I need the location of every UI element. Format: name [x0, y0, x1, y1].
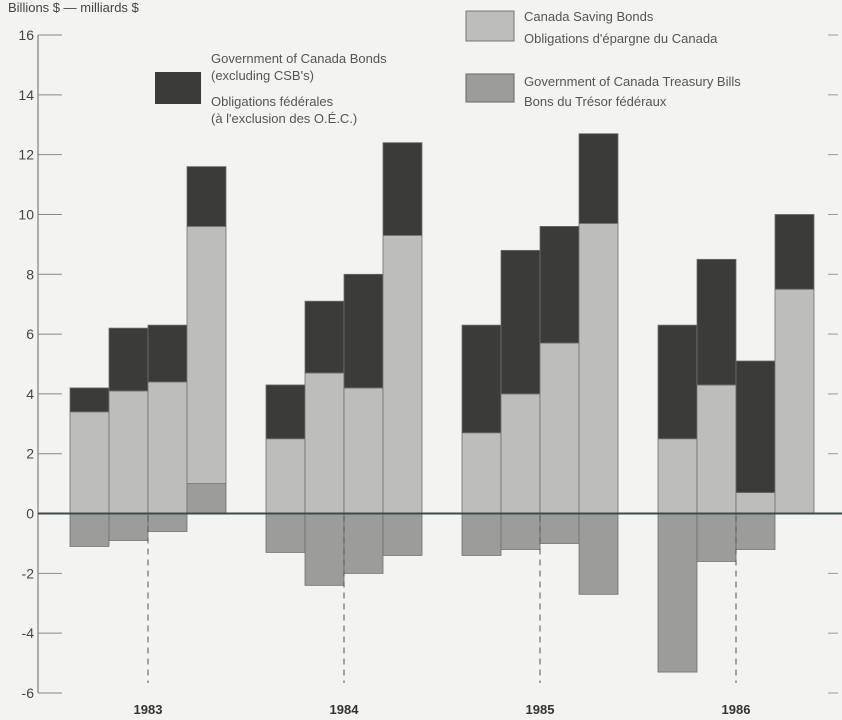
bar-treasury-bills — [343, 513, 384, 574]
legend-label-tb-fr: Bons du Trésor fédéraux — [524, 94, 667, 109]
bar-canada-saving-bonds — [343, 387, 384, 514]
bar-gc-bonds — [735, 360, 776, 494]
bar-gc-bonds — [108, 327, 149, 392]
bar-canada-saving-bonds — [578, 223, 619, 514]
bar-gc-bonds — [539, 226, 580, 344]
bar-treasury-bills — [69, 513, 110, 547]
bar-canada-saving-bonds — [69, 411, 110, 514]
bar-canada-saving-bonds — [461, 432, 502, 514]
bar-gc-bonds — [265, 384, 306, 440]
legend-label-gcb-fr1: Obligations fédérales — [211, 94, 334, 109]
bar-treasury-bills — [147, 513, 188, 532]
bar-gc-bonds — [774, 214, 815, 290]
bar-canada-saving-bonds — [147, 381, 188, 514]
y-tick-label: 8 — [26, 266, 34, 282]
y-tick-label: 0 — [26, 506, 34, 522]
bar-canada-saving-bonds — [265, 438, 306, 514]
bar-treasury-bills — [304, 513, 345, 586]
bar-treasury-bills — [657, 513, 698, 673]
bar-gc-bonds — [304, 300, 345, 374]
bar-canada-saving-bonds — [108, 390, 149, 514]
legend-swatch-gc-bonds — [155, 72, 201, 104]
legend-label-tb-en: Government of Canada Treasury Bills — [524, 74, 741, 89]
y-tick-label: 2 — [26, 446, 34, 462]
x-tick-label: 1984 — [330, 702, 360, 717]
bar-gc-bonds — [500, 249, 541, 395]
legend-label-gcb-fr2: (à l'exclusion des O.É.C.) — [211, 111, 357, 126]
bar-canada-saving-bonds — [500, 393, 541, 514]
bar-gc-bonds — [461, 324, 502, 434]
bar-gc-bonds — [578, 133, 619, 224]
bar-treasury-bills — [265, 513, 306, 553]
y-tick-label: 16 — [18, 27, 34, 43]
bar-treasury-bills — [500, 513, 541, 550]
bar-treasury-bills — [735, 513, 776, 550]
bar-treasury-bills — [186, 483, 227, 514]
legend-label-csb-en: Canada Saving Bonds — [524, 9, 654, 24]
y-tick-label: -6 — [22, 685, 35, 701]
y-tick-label: 4 — [26, 386, 34, 402]
bar-canada-saving-bonds — [657, 438, 698, 514]
bar-treasury-bills — [578, 513, 619, 595]
bar-canada-saving-bonds — [382, 234, 423, 514]
legend-label-gcb-en1: Government of Canada Bonds — [211, 51, 387, 66]
legend-swatch-csb — [465, 10, 515, 42]
bar-canada-saving-bonds — [735, 492, 776, 514]
bar-gc-bonds — [343, 273, 384, 389]
bar-canada-saving-bonds — [186, 226, 227, 485]
y-tick-label: 14 — [18, 87, 34, 103]
legend-label-gcb-en2: (excluding CSB's) — [211, 68, 314, 83]
bar-canada-saving-bonds — [774, 288, 815, 514]
bar-treasury-bills — [461, 513, 502, 556]
bar-gc-bonds — [382, 142, 423, 236]
bar-canada-saving-bonds — [696, 384, 737, 514]
x-tick-label: 1985 — [526, 702, 555, 717]
x-tick-label: 1986 — [722, 702, 751, 717]
y-tick-label: 12 — [18, 147, 34, 163]
x-tick-label: 1983 — [134, 702, 163, 717]
bar-treasury-bills — [696, 513, 737, 562]
y-tick-label: 6 — [26, 326, 34, 342]
bar-canada-saving-bonds — [539, 342, 580, 514]
y-tick-label: -4 — [22, 625, 35, 641]
legend-label-csb-fr: Obligations d'épargne du Canada — [524, 31, 718, 46]
legend-swatch-treasury-bills — [465, 73, 515, 103]
bar-gc-bonds — [69, 387, 110, 413]
bars — [38, 133, 842, 673]
bar-gc-bonds — [696, 258, 737, 386]
year-guides — [147, 515, 737, 683]
bar-gc-bonds — [657, 324, 698, 440]
y-axis-label: Billions $ — milliards $ — [8, 0, 140, 15]
y-tick-label: -2 — [22, 565, 35, 581]
bar-gc-bonds — [147, 324, 188, 383]
x-axis: 1983 1984 1985 1986 — [134, 702, 751, 717]
bar-canada-saving-bonds — [304, 372, 345, 514]
legend: Canada Saving Bonds Obligations d'épargn… — [155, 9, 741, 126]
bar-treasury-bills — [108, 513, 149, 541]
bar-treasury-bills — [382, 513, 423, 556]
y-tick-label: 10 — [18, 206, 34, 222]
bar-treasury-bills — [539, 513, 580, 544]
bar-gc-bonds — [186, 166, 227, 227]
